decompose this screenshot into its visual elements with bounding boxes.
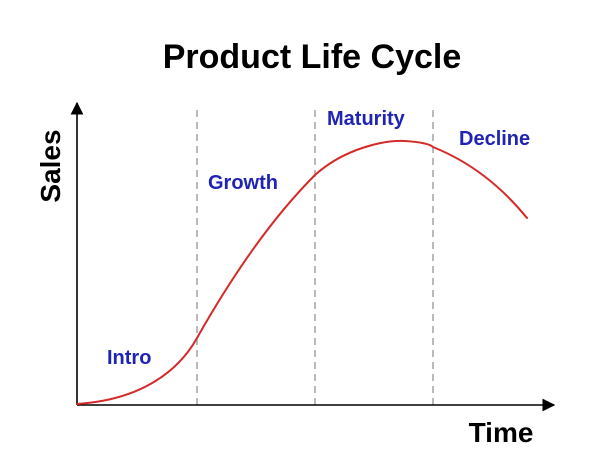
sales-curve [76,139,528,405]
stage-label-decline: Decline [459,128,530,150]
diagram-title: Product Life Cycle [163,38,462,76]
stage-label-maturity: Maturity [327,108,406,130]
y-axis-label: Sales [35,129,66,202]
stage-label-intro: Intro [107,347,151,369]
x-axis-label: Time [469,417,534,448]
stage-label-growth: Growth [208,172,278,194]
